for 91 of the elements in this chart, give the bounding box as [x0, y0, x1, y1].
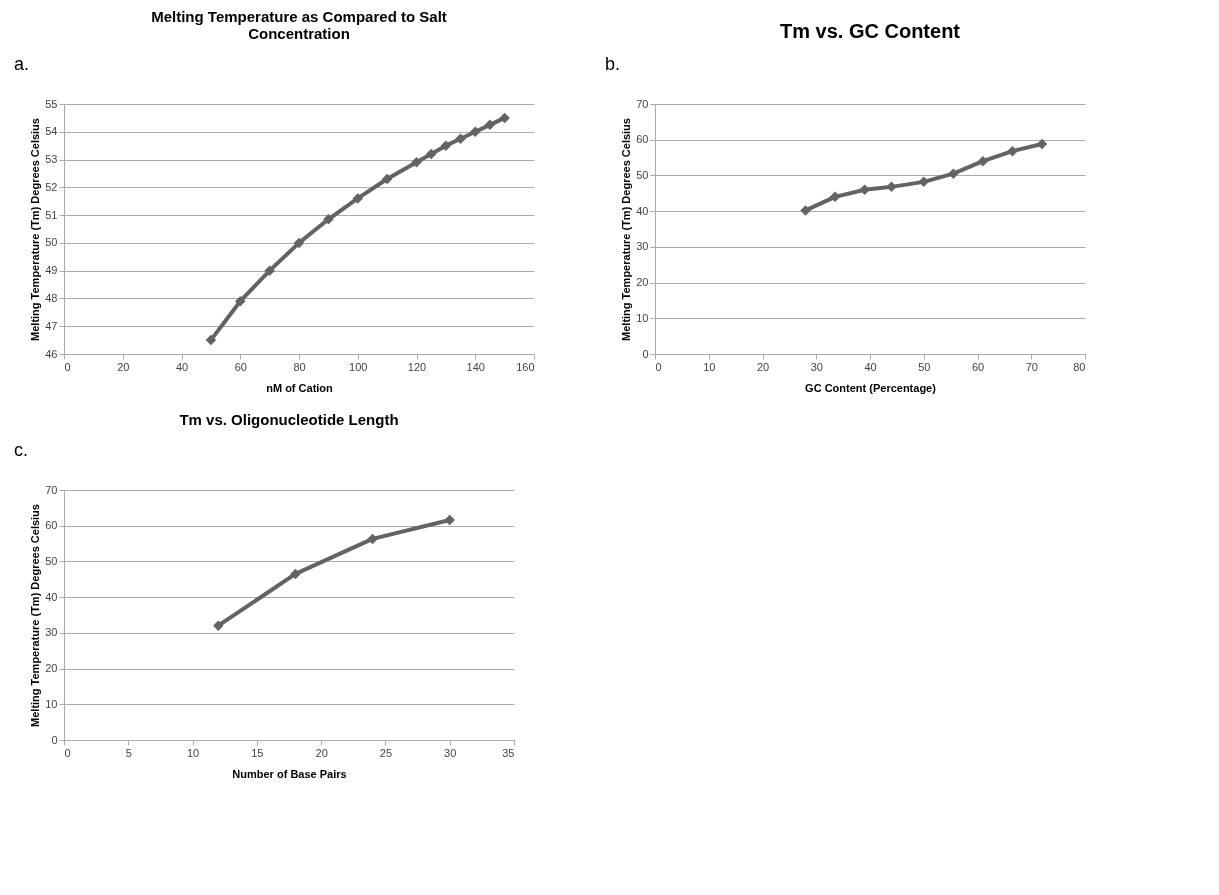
point	[367, 533, 378, 545]
y-tick-label: 48	[45, 291, 58, 304]
y-tick-label: 54	[45, 125, 58, 138]
y-tick-label: 70	[636, 97, 649, 110]
x-tick-label: 5	[125, 746, 132, 759]
x-tick-label: 70	[1025, 360, 1038, 373]
point	[235, 295, 246, 307]
y-tick-label: 60	[636, 133, 649, 146]
chart-title: Tm vs. Oligonucleotide Length	[179, 411, 399, 428]
point	[264, 265, 275, 276]
x-tick-label: 40	[864, 360, 877, 373]
x-tick-label: 35	[502, 746, 515, 759]
chart-title: Tm vs. GC Content	[779, 20, 961, 42]
text: a.	[14, 54, 30, 74]
y-axis-title: Melting Temperature (Tm) Degrees Celsius	[29, 118, 42, 341]
point	[886, 181, 897, 193]
x-tick-label: 80	[1073, 360, 1086, 373]
x-tick-label: 100	[349, 360, 368, 373]
x-tick-label: 30	[444, 746, 457, 759]
point	[977, 155, 989, 167]
y-tick-label: 55	[45, 97, 58, 110]
text: Melting Temperature as Compared to Salt	[151, 8, 447, 25]
point	[411, 157, 422, 168]
x-tick-label: 20	[315, 746, 328, 759]
point	[829, 191, 841, 203]
point	[859, 184, 870, 195]
x-tick-label: 30	[810, 360, 823, 373]
y-axis-title: Melting Temperature (Tm) Degrees Celsius	[620, 118, 633, 341]
x-tick-label: 10	[703, 360, 716, 373]
y-tick-label: 40	[45, 590, 58, 603]
y-tick-label: 40	[636, 204, 649, 217]
x-tick-label: 15	[251, 746, 264, 759]
x-tick-label: 60	[971, 360, 985, 373]
y-tick-label: 50	[45, 554, 58, 567]
y-tick-label: 49	[45, 264, 58, 277]
point	[918, 176, 929, 188]
x-tick-label: 80	[293, 360, 306, 373]
point	[323, 214, 334, 225]
point	[499, 112, 510, 124]
y-axis-title: Melting Temperature (Tm) Degrees Celsius	[29, 504, 42, 727]
y-tick-label: 20	[45, 662, 58, 675]
point	[205, 334, 217, 346]
y-tick-label: 50	[45, 236, 58, 249]
point	[470, 126, 481, 138]
x-tick-label: 140	[466, 360, 485, 373]
y-tick-label: 53	[45, 153, 58, 166]
point	[444, 514, 455, 526]
y-tick-label: 0	[51, 733, 58, 746]
text: c.	[14, 440, 29, 460]
y-tick-label: 70	[45, 483, 58, 496]
point	[352, 193, 363, 204]
y-tick-label: 46	[45, 347, 58, 360]
x-tick-label: 50	[918, 360, 931, 373]
x-axis-title: GC Content (Percentage)	[805, 381, 937, 394]
x-tick-label: 20	[756, 360, 770, 373]
point	[948, 168, 959, 179]
point	[440, 140, 452, 151]
y-tick-label: 0	[642, 347, 649, 360]
x-tick-label: 25	[379, 746, 393, 759]
y-tick-label: 30	[45, 626, 58, 639]
x-tick-label: 0	[64, 360, 71, 373]
x-tick-label: 10	[186, 746, 200, 759]
point	[290, 568, 301, 580]
point	[425, 148, 437, 160]
y-tick-label: 10	[45, 697, 58, 710]
y-tick-label: 30	[636, 240, 649, 253]
y-tick-label: 47	[45, 319, 58, 332]
point	[381, 173, 393, 185]
text: Concentration	[248, 25, 350, 42]
point	[293, 237, 305, 249]
y-tick-label: 60	[45, 519, 58, 532]
y-tick-label: 52	[45, 180, 58, 193]
x-tick-label: 0	[64, 746, 71, 759]
y-tick-label: 50	[636, 168, 649, 181]
x-axis-title: Number of Base Pairs	[232, 767, 347, 780]
point	[455, 133, 466, 144]
x-tick-label: 40	[175, 360, 189, 373]
point	[800, 205, 811, 216]
y-tick-label: 51	[45, 208, 58, 221]
x-tick-label: 20	[117, 360, 130, 373]
point	[213, 620, 224, 631]
x-tick-label: 120	[407, 360, 427, 373]
x-tick-label: 60	[234, 360, 247, 373]
x-tick-label: 0	[655, 360, 662, 373]
x-tick-label: 160	[516, 360, 535, 373]
point	[484, 119, 496, 131]
point	[1007, 145, 1018, 157]
y-tick-label: 10	[636, 311, 649, 324]
y-tick-label: 20	[636, 276, 649, 289]
text: b.	[605, 54, 621, 74]
x-axis-title: nM of Cation	[266, 381, 334, 394]
